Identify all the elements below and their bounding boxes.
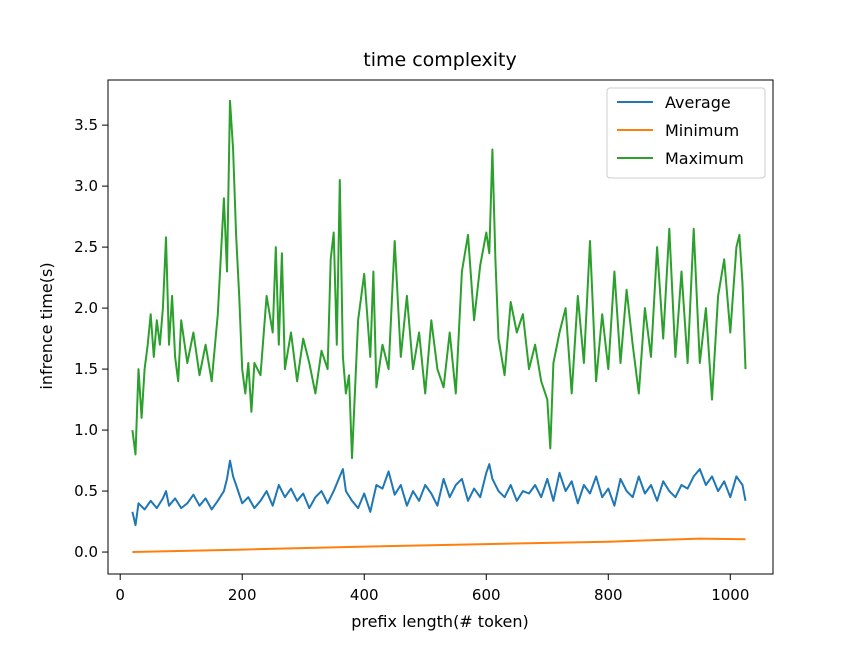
x-tick-label: 800 [594,586,623,604]
legend-box [606,87,766,179]
legend-label-average: Average [665,93,731,112]
x-tick-label: 1000 [711,586,749,604]
legend-label-minimum: Minimum [665,121,739,140]
y-tick-label: 2.0 [74,299,98,317]
y-tick-label: 1.0 [74,421,98,439]
y-axis-label: infrence time(s) [37,262,56,389]
x-tick-label: 400 [350,586,379,604]
legend: Average Minimum Maximum [606,87,766,179]
y-tick-label: 0.0 [74,543,98,561]
legend-label-maximum: Maximum [665,149,744,168]
x-axis-label: prefix length(# token) [351,612,529,631]
x-tick-label: 600 [472,586,501,604]
y-tick-label: 0.5 [74,482,98,500]
series-line-maximum [131,99,747,460]
chart-title: time complexity [363,49,516,71]
y-tick-label: 1.5 [74,360,98,378]
x-tick-label: 200 [228,586,257,604]
y-tick-label: 3.0 [74,177,98,195]
plot-frame [107,79,774,575]
y-tick-label: 2.5 [74,238,98,256]
series-line-average [131,459,747,527]
x-tick-label: 0 [115,586,125,604]
series-line-minimum [132,537,746,553]
plot-area [131,99,747,553]
axes: 0 200 400 600 800 1000 0.0 0.5 1.0 1.5 2.0 2.5 3.0 3.… [74,79,774,604]
y-tick-label: 3.5 [74,116,98,134]
